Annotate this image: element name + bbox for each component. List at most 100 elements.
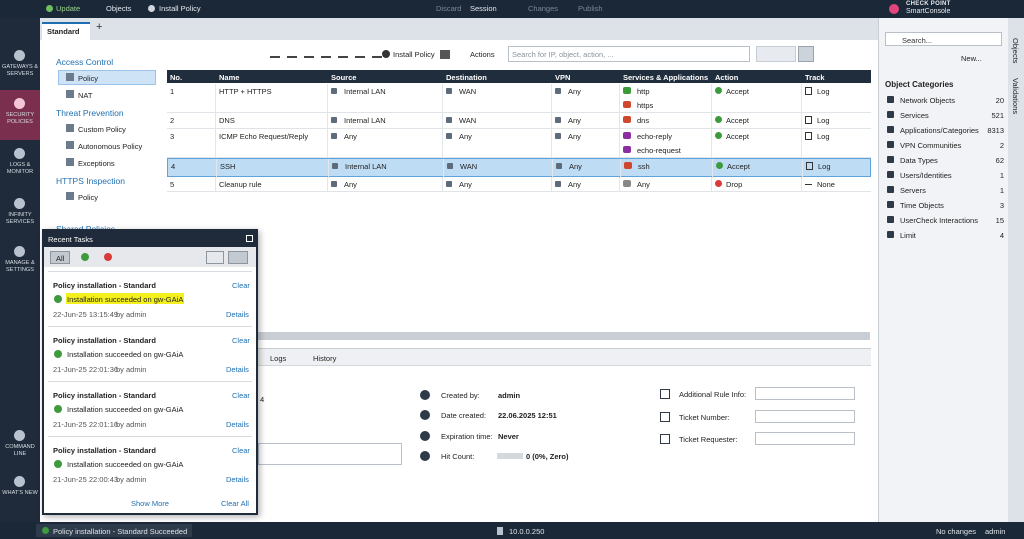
category-name[interactable]: Services bbox=[900, 111, 929, 120]
cell: Any bbox=[459, 132, 472, 141]
clear-all[interactable]: Clear All bbox=[221, 499, 249, 508]
show-more[interactable]: Show More bbox=[131, 499, 169, 508]
input-box[interactable] bbox=[755, 432, 855, 445]
rule-row[interactable]: 3 ICMP Echo Request/Reply Any Any Any echo-re… bbox=[167, 129, 871, 158]
task-details[interactable]: Details bbox=[226, 475, 249, 484]
task-clear[interactable]: Clear bbox=[232, 446, 250, 455]
object-search-placeholder[interactable]: Search... bbox=[902, 36, 933, 45]
tree-section[interactable]: HTTPS Inspection bbox=[56, 176, 125, 186]
icon bbox=[46, 5, 53, 12]
category-name[interactable]: Applications/Categories bbox=[900, 126, 979, 135]
details-tab[interactable]: Logs bbox=[270, 354, 287, 363]
category-name[interactable]: UserCheck Interactions bbox=[900, 216, 978, 225]
nav-item[interactable]: LOGS & MONITOR bbox=[6, 162, 34, 175]
nav-item[interactable]: GATEWAYS & SERVERS bbox=[2, 64, 38, 77]
object-search: Search... bbox=[885, 32, 1002, 46]
session-menu[interactable]: Session bbox=[470, 4, 497, 13]
object-icon bbox=[555, 88, 561, 94]
cell: Any bbox=[569, 162, 582, 171]
task-details[interactable]: Details bbox=[226, 365, 249, 374]
publish-button[interactable]: Publish bbox=[578, 4, 603, 13]
object-icon bbox=[446, 88, 452, 94]
service: http bbox=[637, 87, 650, 96]
search-placeholder[interactable]: Search for IP, object, action, ... bbox=[512, 50, 614, 59]
top-bar: Update Objects Install Policy Discard Sessio… bbox=[0, 0, 1024, 18]
tree-item[interactable]: Autonomous Policy bbox=[78, 142, 143, 151]
actions-menu[interactable]: Actions bbox=[470, 50, 495, 59]
service-icon bbox=[623, 116, 631, 123]
cell-divider bbox=[442, 177, 443, 192]
category-name[interactable]: Limit bbox=[900, 231, 916, 240]
rule-row[interactable]: 4 SSH Internal LAN WAN Any ssh Accept Log bbox=[167, 158, 871, 178]
column-header[interactable]: Name bbox=[219, 73, 240, 82]
install-policy-tool[interactable]: Install Policy bbox=[393, 50, 435, 59]
status-task-bg bbox=[36, 524, 192, 537]
column-header[interactable]: Destination bbox=[446, 73, 487, 82]
column-header[interactable]: Source bbox=[331, 73, 357, 82]
status-task[interactable]: Policy installation - Standard Succeeded bbox=[53, 527, 188, 536]
task-clear[interactable]: Clear bbox=[232, 281, 250, 290]
column-header[interactable]: Track bbox=[805, 73, 825, 82]
category-name[interactable]: Servers bbox=[900, 186, 926, 195]
cell: Any bbox=[344, 180, 357, 189]
cell: Any bbox=[568, 180, 581, 189]
cell: HTTP + HTTPS bbox=[219, 87, 272, 96]
tree-section[interactable]: Access Control bbox=[56, 57, 114, 67]
filter-all-label[interactable]: All bbox=[56, 254, 65, 263]
column-header[interactable]: VPN bbox=[555, 73, 571, 82]
field-label: Created by: bbox=[441, 391, 480, 400]
category-name[interactable]: Data Types bbox=[900, 156, 938, 165]
category-count: 521 bbox=[991, 111, 1004, 120]
input-box bbox=[258, 443, 402, 465]
categories-heading: Object Categories bbox=[885, 80, 954, 89]
nav-buttons bbox=[756, 46, 796, 62]
column-header[interactable]: No. bbox=[170, 73, 183, 82]
details-tab[interactable]: History bbox=[313, 354, 337, 363]
side-tab[interactable]: Objects bbox=[1011, 38, 1020, 64]
nav-item[interactable]: WHAT'S NEW bbox=[2, 490, 38, 496]
nav-item[interactable]: COMMAND LINE bbox=[5, 444, 35, 457]
service-icon bbox=[623, 101, 631, 108]
tree-item[interactable]: Exceptions bbox=[78, 159, 115, 168]
new-object[interactable]: New... bbox=[961, 54, 982, 63]
input-box[interactable] bbox=[755, 387, 855, 400]
task-details[interactable]: Details bbox=[226, 420, 249, 429]
rule-row[interactable]: 2 DNS Internal LAN WAN Any dns Accept Log bbox=[167, 113, 871, 129]
column-header[interactable]: Action bbox=[715, 73, 739, 82]
nav-item[interactable]: MANAGE & SETTINGS bbox=[5, 260, 35, 273]
task-details[interactable]: Details bbox=[226, 310, 249, 319]
tree-section[interactable]: Threat Prevention bbox=[56, 108, 124, 118]
rule-row[interactable]: 5 Cleanup rule Any Any Any Any Drop None bbox=[167, 177, 871, 192]
toolbar: Install Policy Actions Search for IP, obje… bbox=[266, 46, 854, 63]
category-count: 1 bbox=[999, 171, 1004, 180]
cell: Log bbox=[817, 116, 830, 125]
field-value: 0 (0%, Zero) bbox=[526, 452, 569, 461]
nav-item[interactable]: INFINITY SERVICES bbox=[5, 212, 35, 225]
discard-button[interactable]: Discard bbox=[436, 4, 462, 13]
tree-item[interactable]: NAT bbox=[78, 91, 93, 100]
task-clear[interactable]: Clear bbox=[232, 391, 250, 400]
category-name[interactable]: Time Objects bbox=[900, 201, 944, 210]
popup-title: Recent Tasks bbox=[48, 235, 93, 244]
tree-item[interactable]: Custom Policy bbox=[78, 125, 126, 134]
category-name[interactable]: Users/Identities bbox=[900, 171, 952, 180]
rule-row[interactable]: 1 HTTP + HTTPS Internal LAN WAN Any http https… bbox=[167, 84, 871, 113]
category-name[interactable]: Network Objects bbox=[900, 96, 956, 105]
install-policy-button[interactable]: Install Policy bbox=[159, 4, 201, 13]
highlight bbox=[66, 293, 184, 304]
task-clear[interactable]: Clear bbox=[232, 336, 250, 345]
cell-divider bbox=[801, 113, 802, 129]
update-button[interactable]: Update bbox=[56, 4, 81, 13]
side-tab[interactable]: Validations bbox=[1011, 78, 1020, 115]
column-header[interactable]: Services & Applications bbox=[623, 73, 709, 82]
category-name[interactable]: VPN Communities bbox=[900, 141, 962, 150]
changes-button[interactable]: Changes bbox=[528, 4, 559, 13]
tab-label[interactable]: Standard bbox=[47, 27, 80, 36]
input-box[interactable] bbox=[755, 410, 855, 423]
tree-item[interactable]: Policy bbox=[78, 193, 99, 202]
tree-item[interactable]: Policy bbox=[78, 74, 99, 83]
objects-menu[interactable]: Objects bbox=[106, 4, 132, 13]
cell-divider bbox=[327, 177, 328, 192]
nav-item[interactable]: SECURITY POLICIES bbox=[5, 112, 35, 125]
cell-divider bbox=[215, 113, 216, 129]
